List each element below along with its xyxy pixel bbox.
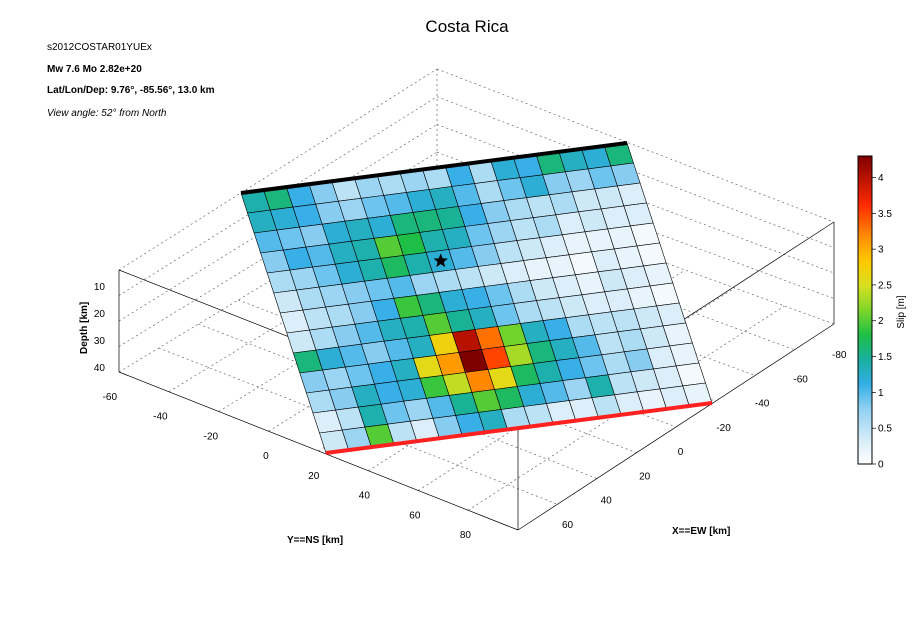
tick-label: 80 — [460, 530, 472, 541]
tick-label: 40 — [94, 363, 106, 374]
ns-axis-label: Y==NS [km] — [287, 535, 343, 546]
tick-label: -20 — [204, 431, 219, 442]
colorbar-tick-label: 2.5 — [878, 280, 892, 291]
ns-axis-ticks: -60 -40 -20 0 20 40 60 80 — [103, 392, 472, 541]
colorbar — [857, 155, 873, 465]
slip-patches — [240, 142, 713, 454]
tick-label: 30 — [94, 336, 106, 347]
magnitude-info: Mw 7.6 Mo 2.82e+20 — [47, 64, 142, 75]
tick-label: -40 — [755, 399, 770, 410]
colorbar-tick-label: 2 — [878, 316, 884, 327]
tick-label: -60 — [103, 392, 118, 403]
colorbar-tick-label: 4 — [878, 173, 884, 184]
tick-label: 60 — [409, 510, 421, 521]
depth-axis-label: Depth [km] — [79, 302, 90, 354]
fault-bottom-edge — [325, 401, 713, 455]
event-id: s2012COSTAR01YUEx — [47, 42, 152, 53]
depth-axis-ticks: 10 20 30 40 — [94, 282, 106, 374]
tick-label: 0 — [678, 447, 684, 458]
tick-label: 40 — [601, 496, 613, 507]
colorbar-tick-label: 1 — [878, 388, 884, 399]
tick-label: -20 — [716, 423, 731, 434]
tick-label: -60 — [793, 374, 808, 385]
tick-label: -80 — [832, 350, 847, 361]
colorbar-label: Slip [m] — [896, 295, 907, 329]
hypocenter-star-icon — [433, 253, 449, 268]
colorbar-tick-label: 1.5 — [878, 352, 892, 363]
tick-label: 20 — [94, 309, 106, 320]
tick-label: 10 — [94, 282, 106, 293]
fault-top-edge — [240, 141, 628, 195]
colorbar-tick-label: 0.5 — [878, 424, 892, 435]
ew-axis-ticks: -80 -60 -40 -20 0 20 40 60 — [562, 350, 847, 531]
figure-title: Costa Rica — [425, 17, 509, 36]
location-info: Lat/Lon/Dep: 9.76°, -85.56°, 13.0 km — [47, 85, 215, 96]
tick-label: 40 — [359, 491, 371, 502]
colorbar-tick-label: 3.5 — [878, 209, 892, 220]
colorbar-tick-label: 0 — [878, 460, 884, 471]
view-angle-info: View angle: 52° from North — [47, 108, 167, 119]
colorbar-tick-label: 3 — [878, 245, 884, 256]
tick-label: 20 — [639, 471, 651, 482]
tick-label: -40 — [153, 412, 168, 423]
tick-label: 20 — [308, 471, 320, 482]
tick-label: 0 — [263, 451, 269, 462]
colorbar-ticks: 0 0.5 1 1.5 2 2.5 3 3.5 4 — [872, 173, 892, 471]
ew-axis-label: X==EW [km] — [672, 526, 730, 537]
tick-label: 60 — [562, 520, 574, 531]
